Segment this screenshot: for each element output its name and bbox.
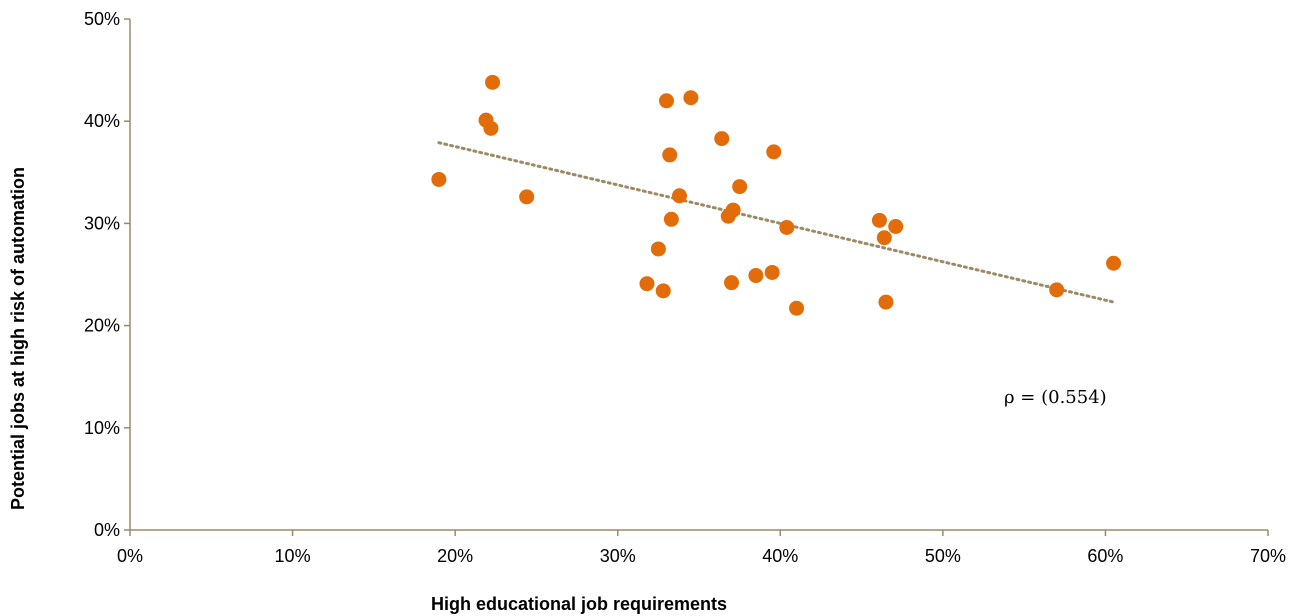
data-point [876,230,892,246]
annotation-rho: ρ = (0.554) [1004,387,1107,408]
data-point [655,283,671,299]
data-point [732,179,748,195]
y-tick-label: 20% [84,316,120,336]
data-point [683,90,699,106]
x-axis-ticks: 0% 10% 20% 30% 40% 50% 60% 70% [117,530,1286,566]
data-point [671,188,687,204]
y-tick-label: 40% [84,111,120,131]
data-point [789,300,805,316]
data-point [1106,255,1122,271]
data-point [871,212,887,228]
x-tick-label: 20% [437,546,473,566]
data-point [714,131,730,147]
y-axis-title: Potential jobs at high risk of automatio… [8,167,28,510]
y-tick-label: 10% [84,418,120,438]
x-tick-label: 10% [275,546,311,566]
y-tick-label: 50% [84,9,120,29]
data-point [663,211,679,227]
x-tick-label: 60% [1087,546,1123,566]
data-point [779,219,795,235]
x-tick-label: 30% [600,546,636,566]
plot-area: 0% 10% 20% 30% 40% 50% 60% 70% 0% 10% 20% 30% 40% 50… [84,9,1286,566]
data-point [888,218,904,234]
x-tick-label: 70% [1250,546,1286,566]
data-point [639,276,655,292]
data-point [658,93,674,109]
data-point [519,189,535,205]
data-point [748,268,764,284]
y-axis-ticks: 0% 10% 20% 30% 40% 50% [84,9,130,540]
data-point [650,241,666,257]
x-axis-title: High educational job requirements [431,594,727,614]
data-point [878,294,894,310]
data-point [725,202,741,218]
x-tick-label: 40% [762,546,798,566]
x-tick-label: 0% [117,546,143,566]
data-point [483,120,499,136]
x-tick-label: 50% [925,546,961,566]
y-tick-label: 30% [84,213,120,233]
y-tick-label: 0% [94,520,120,540]
data-point [766,144,782,160]
data-point [431,171,447,187]
trendline [437,141,1116,304]
data-point [1049,282,1065,298]
data-point [662,147,678,163]
data-points [431,74,1122,316]
data-point [764,264,780,280]
data-point [485,74,501,90]
data-point [724,275,740,291]
